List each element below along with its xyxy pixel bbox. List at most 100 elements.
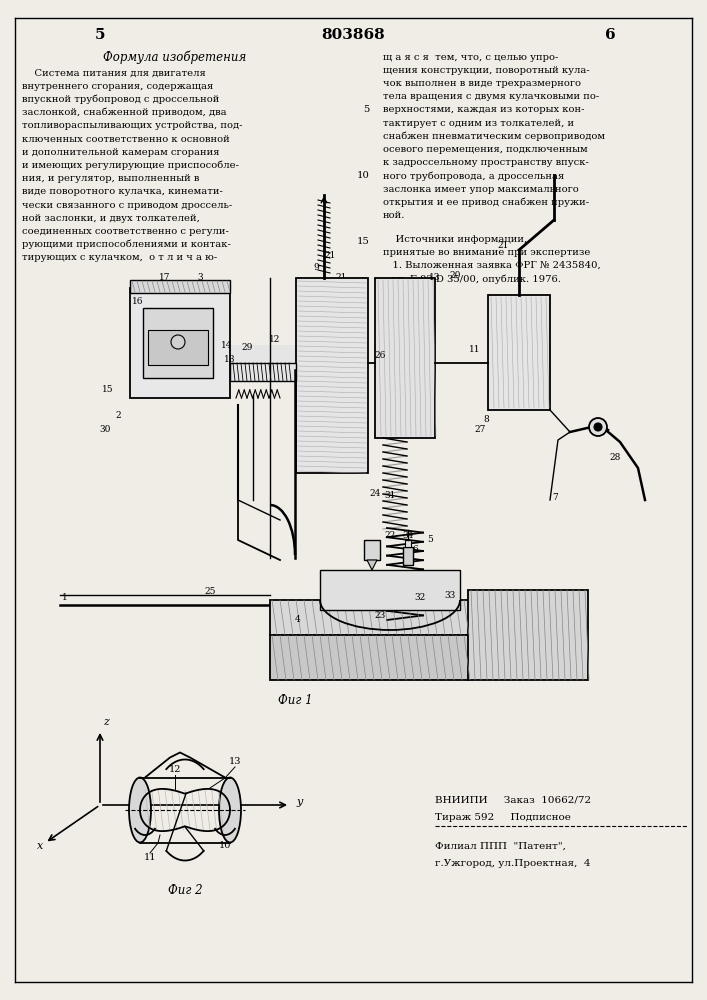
Text: y: y bbox=[296, 797, 303, 807]
Text: тирующих с кулачком,  о т л и ч а ю-: тирующих с кулачком, о т л и ч а ю- bbox=[22, 253, 217, 262]
Text: Филиал ППП  "Патент",: Филиал ППП "Патент", bbox=[435, 842, 566, 850]
Text: к задроссельному пространству впуск-: к задроссельному пространству впуск- bbox=[383, 158, 589, 167]
Ellipse shape bbox=[219, 778, 241, 842]
Text: Тираж 592     Подписное: Тираж 592 Подписное bbox=[435, 812, 571, 822]
Text: рующими приспособлениями и контак-: рующими приспособлениями и контак- bbox=[22, 240, 231, 249]
Text: 12: 12 bbox=[169, 766, 181, 774]
Text: тактирует с одним из толкателей, и: тактирует с одним из толкателей, и bbox=[383, 118, 574, 127]
Text: z: z bbox=[103, 717, 109, 727]
Text: 10: 10 bbox=[218, 840, 231, 850]
Circle shape bbox=[594, 423, 602, 431]
Text: x: x bbox=[37, 841, 43, 851]
Text: топливораспыливающих устройства, под-: топливораспыливающих устройства, под- bbox=[22, 121, 243, 130]
Text: 14: 14 bbox=[221, 340, 233, 350]
Text: 26: 26 bbox=[374, 351, 386, 360]
Text: 15: 15 bbox=[357, 237, 370, 246]
Text: заслонка имеет упор максимального: заслонка имеет упор максимального bbox=[383, 184, 579, 194]
Text: Формула изобретения: Формула изобретения bbox=[103, 50, 247, 64]
Text: 10: 10 bbox=[357, 171, 370, 180]
Text: 8: 8 bbox=[483, 416, 489, 424]
Bar bbox=[405, 540, 411, 547]
Text: 13: 13 bbox=[429, 273, 440, 282]
Text: ния, и регулятор, выполненный в: ния, и регулятор, выполненный в bbox=[22, 174, 199, 183]
Bar bbox=[403, 547, 413, 565]
Text: 803868: 803868 bbox=[321, 28, 385, 42]
Text: 11: 11 bbox=[144, 854, 156, 862]
Text: кл. F 02 D 35/00, опублик. 1976.: кл. F 02 D 35/00, опублик. 1976. bbox=[391, 274, 561, 284]
Text: виде поворотного кулачка, кинемати-: виде поворотного кулачка, кинемати- bbox=[22, 187, 223, 196]
Bar bbox=[468, 590, 588, 680]
Polygon shape bbox=[367, 560, 377, 570]
Text: 4: 4 bbox=[295, 615, 301, 624]
Text: и дополнительной камерам сгорания: и дополнительной камерам сгорания bbox=[22, 148, 219, 157]
Text: 21: 21 bbox=[498, 240, 509, 249]
Bar bbox=[320, 570, 460, 610]
Text: Фиг 2: Фиг 2 bbox=[168, 884, 202, 896]
Text: 30: 30 bbox=[99, 426, 111, 434]
Text: 32: 32 bbox=[414, 593, 426, 602]
Text: ключенных соответственно к основной: ключенных соответственно к основной bbox=[22, 134, 230, 143]
Text: 21: 21 bbox=[325, 250, 336, 259]
Bar bbox=[130, 280, 230, 293]
Ellipse shape bbox=[129, 778, 151, 842]
Text: тела вращения с двумя кулачковыми по-: тела вращения с двумя кулачковыми по- bbox=[383, 92, 600, 101]
Text: 6: 6 bbox=[604, 28, 615, 42]
Text: открытия и ее привод снабжен пружи-: открытия и ее привод снабжен пружи- bbox=[383, 197, 589, 207]
Text: 1. Выложенная заявка ФРГ № 2435840,: 1. Выложенная заявка ФРГ № 2435840, bbox=[383, 261, 601, 270]
Text: 16: 16 bbox=[132, 298, 144, 306]
Text: 18: 18 bbox=[224, 356, 235, 364]
Text: соединенных соответственно с регули-: соединенных соответственно с регули- bbox=[22, 227, 229, 236]
Bar bbox=[364, 540, 380, 560]
Text: ВНИИПИ     Заказ  10662/72: ВНИИПИ Заказ 10662/72 bbox=[435, 796, 591, 804]
Text: г.Ужгород, ул.Проектная,  4: г.Ужгород, ул.Проектная, 4 bbox=[435, 858, 590, 867]
Bar bbox=[230, 363, 296, 381]
Text: щения конструкции, поворотный кула-: щения конструкции, поворотный кула- bbox=[383, 66, 590, 75]
Text: внутреннего сгорания, содержащая: внутреннего сгорания, содержащая bbox=[22, 82, 214, 91]
Text: 11: 11 bbox=[469, 346, 481, 355]
Bar bbox=[230, 345, 296, 381]
Text: 25: 25 bbox=[204, 587, 216, 596]
Text: и имеющих регулирующие приспособле-: и имеющих регулирующие приспособле- bbox=[22, 161, 239, 170]
Text: осевого перемещения, подключенным: осевого перемещения, подключенным bbox=[383, 145, 588, 154]
Bar bbox=[375, 278, 435, 438]
Text: 3: 3 bbox=[197, 273, 203, 282]
Text: Фиг 1: Фиг 1 bbox=[278, 694, 312, 706]
Text: 17: 17 bbox=[159, 273, 171, 282]
Text: 34: 34 bbox=[402, 530, 414, 540]
Text: 21: 21 bbox=[335, 272, 346, 282]
Text: ной заслонки, и двух толкателей,: ной заслонки, и двух толкателей, bbox=[22, 214, 200, 223]
Text: 5: 5 bbox=[427, 536, 433, 544]
Bar bbox=[130, 288, 230, 398]
Text: 24: 24 bbox=[369, 488, 380, 497]
Text: 20: 20 bbox=[450, 270, 461, 279]
Text: 2: 2 bbox=[115, 410, 121, 420]
Text: 31: 31 bbox=[385, 490, 396, 499]
Bar bbox=[148, 330, 208, 365]
Text: заслонкой, снабженной приводом, два: заслонкой, снабженной приводом, два bbox=[22, 108, 227, 117]
Text: 12: 12 bbox=[269, 336, 281, 344]
Text: Система питания для двигателя: Система питания для двигателя bbox=[22, 68, 206, 78]
Text: 15: 15 bbox=[103, 385, 114, 394]
Text: 5: 5 bbox=[95, 28, 105, 42]
Text: снабжен пневматическим сервоприводом: снабжен пневматическим сервоприводом bbox=[383, 131, 605, 141]
Text: принятые во внимание при экспертизе: принятые во внимание при экспертизе bbox=[383, 248, 590, 257]
Text: 7: 7 bbox=[552, 492, 558, 502]
Bar bbox=[270, 600, 470, 635]
Text: 29: 29 bbox=[241, 344, 252, 353]
Circle shape bbox=[171, 335, 185, 349]
Text: 1: 1 bbox=[62, 593, 68, 602]
Text: 27: 27 bbox=[474, 426, 486, 434]
Text: 33: 33 bbox=[445, 590, 455, 599]
Bar bbox=[296, 278, 368, 473]
Text: ной.: ной. bbox=[383, 211, 405, 220]
Text: 6: 6 bbox=[412, 546, 418, 554]
Text: Источники информации,: Источники информации, bbox=[383, 235, 527, 244]
Bar bbox=[488, 295, 550, 410]
Text: ного трубопровода, а дроссельная: ного трубопровода, а дроссельная bbox=[383, 171, 564, 181]
Text: 9: 9 bbox=[313, 263, 319, 272]
Text: впускной трубопровод с дроссельной: впускной трубопровод с дроссельной bbox=[22, 95, 219, 104]
Bar bbox=[270, 635, 470, 680]
Text: чески связанного с приводом дроссель-: чески связанного с приводом дроссель- bbox=[22, 200, 233, 210]
Bar bbox=[143, 308, 213, 378]
Text: щ а я с я  тем, что, с целью упро-: щ а я с я тем, что, с целью упро- bbox=[383, 52, 559, 62]
